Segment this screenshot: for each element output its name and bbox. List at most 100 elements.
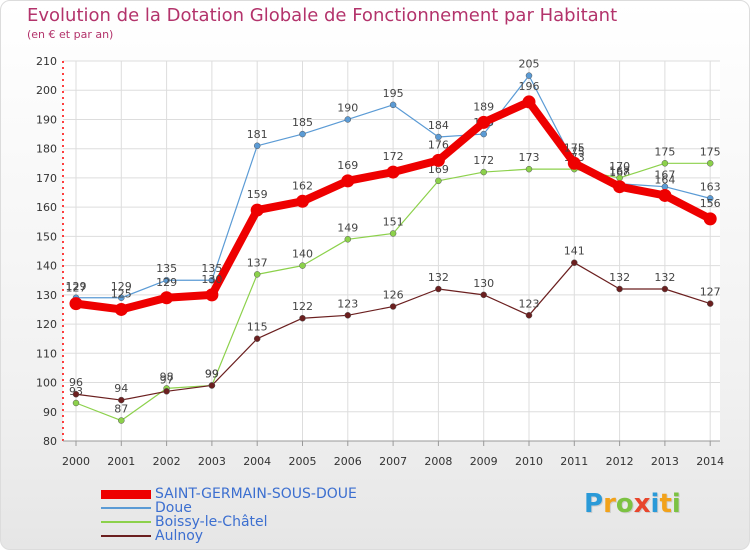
data-point-0 bbox=[160, 291, 174, 305]
data-label-3: 99 bbox=[205, 367, 219, 380]
legend-item: SAINT-GERMAIN-SOUS-DOUE bbox=[101, 487, 357, 501]
data-label-1: 205 bbox=[519, 58, 540, 71]
data-point-2 bbox=[299, 262, 306, 269]
x-tick-label: 2001 bbox=[107, 455, 135, 468]
data-label-3: 123 bbox=[337, 297, 358, 310]
data-label-1: 190 bbox=[337, 101, 358, 114]
data-point-3 bbox=[661, 285, 669, 293]
data-label-0: 127 bbox=[66, 282, 87, 295]
data-point-3 bbox=[344, 312, 352, 319]
x-tick-label: 2010 bbox=[515, 455, 543, 468]
data-label-2: 149 bbox=[337, 221, 358, 234]
data-point-3 bbox=[571, 259, 578, 266]
y-tick-label: 150 bbox=[36, 230, 57, 243]
y-tick-label: 130 bbox=[36, 289, 57, 302]
data-label-1: 163 bbox=[700, 180, 721, 193]
data-label-2: 169 bbox=[428, 163, 449, 176]
data-label-0: 189 bbox=[473, 100, 494, 113]
data-point-3 bbox=[118, 396, 125, 404]
chart-subtitle: (en € et par an) bbox=[27, 28, 114, 41]
data-point-3 bbox=[435, 285, 442, 293]
data-label-3: 132 bbox=[609, 271, 630, 284]
data-label-0: 169 bbox=[337, 159, 358, 172]
data-point-2 bbox=[435, 177, 442, 185]
y-tick-label: 80 bbox=[43, 435, 57, 448]
data-label-3: 132 bbox=[428, 271, 449, 284]
data-point-1 bbox=[525, 72, 533, 79]
x-tick-label: 2002 bbox=[153, 455, 181, 468]
data-label-2: 137 bbox=[247, 256, 268, 269]
plot-area bbox=[63, 61, 720, 441]
data-label-3: 115 bbox=[247, 321, 268, 334]
data-label-0: 129 bbox=[156, 276, 177, 289]
data-point-0 bbox=[613, 180, 627, 194]
y-tick-label: 110 bbox=[36, 347, 57, 360]
data-point-3 bbox=[72, 390, 80, 398]
y-tick-label: 160 bbox=[36, 201, 57, 214]
logo-letter: t bbox=[659, 489, 672, 519]
x-tick-label: 2007 bbox=[379, 455, 407, 468]
data-point-1 bbox=[706, 195, 714, 202]
x-tick-label: 2003 bbox=[198, 455, 226, 468]
legend-swatch bbox=[101, 521, 151, 523]
data-point-2 bbox=[72, 399, 80, 407]
data-point-0 bbox=[341, 174, 355, 188]
legend-item: Aulnoy bbox=[101, 529, 203, 543]
logo-letter: i bbox=[650, 489, 660, 519]
data-label-1: 129 bbox=[111, 280, 132, 293]
data-label-1: 184 bbox=[428, 119, 449, 132]
data-label-0: 164 bbox=[654, 173, 675, 186]
y-tick-label: 120 bbox=[36, 318, 57, 331]
chart-title: Evolution de la Dotation Globale de Fonc… bbox=[27, 5, 618, 26]
data-point-2 bbox=[389, 230, 397, 237]
data-label-1: 135 bbox=[156, 262, 177, 275]
data-label-0: 162 bbox=[292, 179, 313, 192]
proxiti-logo: Proxiti bbox=[584, 489, 681, 519]
data-label-3: 96 bbox=[69, 376, 83, 389]
data-point-1 bbox=[299, 130, 306, 138]
x-tick-label: 2014 bbox=[696, 455, 724, 468]
data-point-0 bbox=[431, 153, 445, 167]
data-point-2 bbox=[525, 165, 533, 173]
legend-label: SAINT-GERMAIN-SOUS-DOUE bbox=[155, 486, 357, 502]
legend-swatch bbox=[101, 535, 151, 537]
data-point-3 bbox=[163, 388, 170, 395]
data-point-3 bbox=[706, 300, 714, 307]
data-label-2: 140 bbox=[292, 248, 313, 261]
y-tick-label: 100 bbox=[36, 377, 57, 390]
data-point-1 bbox=[480, 130, 487, 138]
data-label-1: 167 bbox=[654, 169, 675, 182]
logo-letter: r bbox=[603, 489, 616, 519]
x-tick-label: 2011 bbox=[560, 455, 588, 468]
data-point-1 bbox=[118, 294, 125, 302]
legend-swatch bbox=[101, 489, 151, 499]
data-point-0 bbox=[703, 212, 717, 226]
data-label-1: 129 bbox=[66, 280, 87, 293]
data-label-3: 122 bbox=[292, 300, 313, 313]
legend-swatch bbox=[101, 507, 151, 509]
data-point-0 bbox=[114, 302, 128, 316]
y-tick-label: 180 bbox=[36, 143, 57, 156]
data-point-2 bbox=[480, 168, 487, 176]
data-point-0 bbox=[205, 288, 219, 302]
data-label-0: 196 bbox=[519, 80, 540, 93]
x-tick-label: 2008 bbox=[424, 455, 452, 468]
data-label-2: 151 bbox=[383, 215, 404, 228]
data-point-0 bbox=[567, 156, 581, 170]
data-point-3 bbox=[208, 382, 216, 389]
data-label-0: 172 bbox=[383, 150, 404, 163]
data-label-3: 97 bbox=[160, 373, 174, 386]
data-label-3: 141 bbox=[564, 245, 585, 258]
data-point-0 bbox=[250, 203, 264, 217]
data-label-3: 123 bbox=[519, 297, 540, 310]
logo-letter: i bbox=[671, 489, 681, 519]
data-label-0: 130 bbox=[201, 273, 222, 286]
data-point-2 bbox=[344, 236, 352, 243]
logo-letter: P bbox=[584, 489, 604, 519]
y-tick-label: 200 bbox=[36, 84, 57, 97]
data-label-3: 126 bbox=[383, 289, 404, 302]
y-tick-label: 90 bbox=[43, 406, 57, 419]
x-tick-label: 2004 bbox=[243, 455, 271, 468]
data-point-3 bbox=[480, 291, 487, 299]
data-point-1 bbox=[389, 101, 397, 109]
